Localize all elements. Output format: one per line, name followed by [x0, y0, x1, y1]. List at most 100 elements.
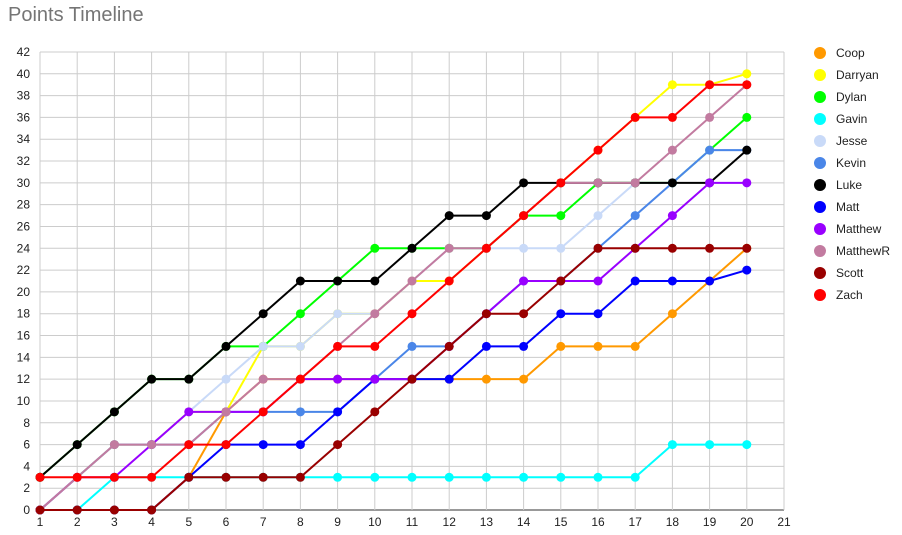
- data-point-zach: [519, 211, 529, 221]
- data-point-scott: [407, 374, 417, 384]
- legend-label-jesse: Jesse: [836, 134, 868, 148]
- data-point-scott: [519, 309, 529, 319]
- data-point-matthew: [742, 178, 752, 188]
- data-point-zach: [742, 80, 752, 90]
- x-tick-label: 2: [74, 515, 81, 529]
- data-point-matthew: [705, 178, 715, 188]
- legend-marker-jesse: [814, 135, 826, 147]
- data-point-matthewr: [109, 440, 119, 450]
- data-point-luke: [407, 243, 417, 253]
- data-point-scott: [184, 472, 194, 482]
- data-point-scott: [35, 505, 45, 515]
- x-tick-label: 13: [480, 515, 494, 529]
- legend-marker-gavin: [814, 113, 826, 125]
- x-tick-label: 8: [297, 515, 304, 529]
- data-point-matthewr: [407, 276, 417, 286]
- data-point-matt: [556, 309, 566, 319]
- x-tick-label: 14: [517, 515, 531, 529]
- data-point-scott: [556, 276, 566, 286]
- data-point-zach: [667, 112, 677, 122]
- data-point-luke: [147, 374, 157, 384]
- data-point-scott: [221, 472, 231, 482]
- x-tick-label: 5: [185, 515, 192, 529]
- legend-marker-luke: [814, 179, 826, 191]
- data-point-jesse: [593, 211, 603, 221]
- legend-marker-matthew: [814, 223, 826, 235]
- legend-item-gavin[interactable]: Gavin: [814, 108, 902, 130]
- series-line-matthewr: [39, 83, 748, 511]
- data-point-matthewr: [221, 407, 231, 417]
- data-point-scott: [593, 243, 603, 253]
- data-point-luke: [258, 309, 268, 319]
- data-point-matthew: [593, 276, 603, 286]
- data-point-luke: [370, 276, 380, 286]
- data-point-zach: [444, 276, 454, 286]
- data-point-zach: [407, 309, 417, 319]
- legend-item-zach[interactable]: Zach: [814, 284, 902, 306]
- legend-item-coop[interactable]: Coop: [814, 42, 902, 64]
- legend-item-matthewr[interactable]: MatthewR: [814, 240, 902, 262]
- legend-item-darryan[interactable]: Darryan: [814, 64, 902, 86]
- data-point-scott: [481, 309, 491, 319]
- data-point-gavin: [705, 440, 715, 450]
- y-tick-label: 0: [23, 503, 30, 517]
- data-point-jesse: [519, 243, 529, 253]
- legend: Coop Darryan Dylan Gavin Jesse Kevin Luke Matt M…: [814, 42, 902, 306]
- data-point-scott: [630, 243, 640, 253]
- data-point-coop: [519, 374, 529, 384]
- data-point-dylan: [556, 211, 566, 221]
- series-line-matthew: [39, 181, 747, 511]
- y-tick-label: 30: [17, 176, 31, 190]
- legend-item-matthew[interactable]: Matthew: [814, 218, 902, 240]
- data-point-zach: [35, 472, 45, 482]
- legend-label-coop: Coop: [836, 46, 865, 60]
- x-tick-label: 4: [148, 515, 155, 529]
- x-tick-label: 20: [740, 515, 754, 529]
- data-point-gavin: [407, 472, 417, 482]
- data-point-zach: [258, 407, 268, 417]
- data-point-zach: [705, 80, 715, 90]
- data-point-matt: [593, 309, 603, 319]
- data-point-coop: [481, 374, 491, 384]
- y-tick-label: 26: [17, 219, 31, 233]
- data-point-matt: [667, 276, 677, 286]
- data-point-scott: [109, 505, 119, 515]
- legend-item-matt[interactable]: Matt: [814, 196, 902, 218]
- series-line-scott: [40, 247, 747, 511]
- data-point-zach: [295, 374, 305, 384]
- data-point-luke: [667, 178, 677, 188]
- data-point-gavin: [630, 472, 640, 482]
- data-point-matthew: [370, 374, 380, 384]
- data-point-luke: [221, 341, 231, 351]
- x-tick-label: 17: [629, 515, 643, 529]
- legend-marker-scott: [814, 267, 826, 279]
- data-point-luke: [519, 178, 529, 188]
- x-tick-label: 21: [777, 515, 791, 529]
- data-point-scott: [742, 243, 752, 253]
- data-point-matt: [519, 341, 529, 351]
- data-point-matt: [705, 276, 715, 286]
- legend-marker-coop: [814, 47, 826, 59]
- data-point-matt: [295, 440, 305, 450]
- legend-item-dylan[interactable]: Dylan: [814, 86, 902, 108]
- y-tick-label: 24: [17, 241, 31, 255]
- data-point-matthew: [519, 276, 529, 286]
- chart-title: Points Timeline: [8, 4, 144, 26]
- y-tick-label: 22: [17, 263, 31, 277]
- series-scott: [35, 243, 752, 515]
- legend-item-scott[interactable]: Scott: [814, 262, 902, 284]
- legend-item-kevin[interactable]: Kevin: [814, 152, 902, 174]
- data-point-coop: [556, 341, 566, 351]
- y-tick-label: 42: [17, 45, 31, 59]
- legend-item-jesse[interactable]: Jesse: [814, 130, 902, 152]
- data-point-luke: [444, 211, 454, 221]
- data-point-kevin: [407, 341, 417, 351]
- legend-label-darryan: Darryan: [836, 68, 879, 82]
- legend-item-luke[interactable]: Luke: [814, 174, 902, 196]
- series-line-gavin: [40, 443, 747, 511]
- data-point-gavin: [519, 472, 529, 482]
- data-point-matt: [742, 265, 752, 275]
- data-point-coop: [593, 341, 603, 351]
- series-zach: [35, 80, 752, 482]
